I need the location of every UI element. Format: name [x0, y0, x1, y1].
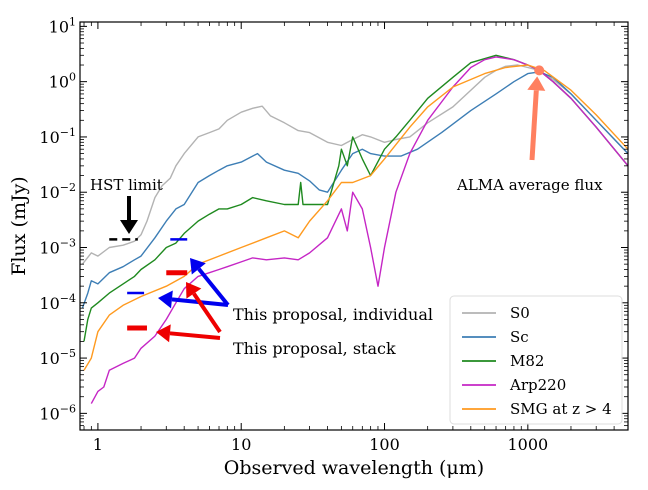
stack-arrow-2 [156, 324, 221, 343]
individual-arrow-1 [190, 258, 230, 307]
x-axis-label: Observed wavelength (μm) [224, 457, 484, 479]
hst-arrow [120, 196, 138, 234]
x-axis-ticks: 1 10 100 1000 [83, 22, 629, 454]
legend-item: Sc [462, 328, 529, 346]
legend-item: SMG at z > 4 [462, 400, 612, 418]
alma-flux-point [534, 65, 545, 76]
y-axis-label: Flux (mJy) [8, 176, 30, 275]
y-tick-label: 10−6 [39, 402, 76, 423]
legend-item: S0 [462, 304, 530, 322]
individual-label: This proposal, individual [233, 305, 433, 324]
legend-label: S0 [510, 304, 530, 322]
legend-label: Arp220 [509, 376, 566, 394]
x-tick-label: 10 [231, 435, 251, 454]
series-line-sc [81, 71, 629, 309]
limit-layer [109, 238, 188, 331]
series-line-s0 [81, 64, 629, 265]
plot-frame [79, 21, 629, 431]
legend-label: M82 [510, 352, 544, 370]
stack-label: This proposal, stack [233, 339, 396, 358]
legend-item: Arp220 [462, 376, 566, 394]
x-tick-label: 100 [369, 435, 400, 454]
x-tick-label: 1 [93, 435, 103, 454]
x-tick-label: 1000 [507, 435, 548, 454]
y-tick-label: 10−5 [39, 347, 76, 368]
legend-label: Sc [510, 328, 529, 346]
series-line-m82 [83, 54, 629, 342]
series-line-arp220 [90, 56, 629, 404]
y-tick-label: 10−2 [39, 181, 76, 202]
y-tick-label: 10−1 [39, 126, 76, 147]
series-layer [81, 54, 629, 404]
legend: S0 Sc M82 Arp220 SMG at z > 4 [449, 295, 623, 425]
series-line-smg-at-z-4 [83, 64, 629, 371]
y-axis-ticks: 10−6 10−5 10−4 10−3 10−2 10−1 100 101 [39, 15, 628, 431]
legend-label: SMG at z > 4 [510, 400, 612, 418]
alma-arrow [527, 76, 546, 161]
y-tick-label: 101 [49, 15, 76, 36]
hst-limit-label: HST limit [90, 176, 163, 194]
y-tick-label: 10−4 [39, 292, 76, 313]
alma-label: ALMA average flux [456, 176, 603, 194]
y-tick-label: 100 [49, 71, 76, 92]
stack-arrow-1 [186, 282, 222, 334]
legend-item: M82 [462, 352, 544, 370]
y-tick-label: 10−3 [39, 237, 76, 258]
arrow-layer [120, 65, 546, 343]
legend-frame [449, 295, 623, 425]
